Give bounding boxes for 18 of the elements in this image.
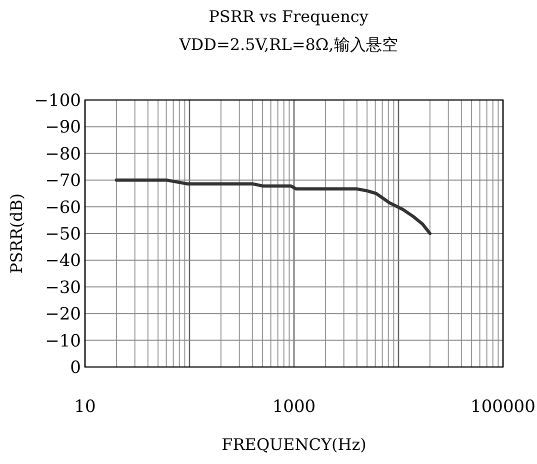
- y-tick-label: −50: [45, 224, 81, 244]
- x-tick-label: 10: [74, 397, 96, 417]
- y-tick-label: −90: [45, 118, 81, 138]
- y-tick-label: −30: [45, 278, 81, 298]
- x-tick-label: 1000: [272, 397, 316, 417]
- y-tick-label: −10: [45, 331, 81, 352]
- x-tick-label: 100000: [470, 397, 536, 417]
- chart-title: PSRR vs Frequency: [208, 7, 368, 26]
- x-axis-title: FREQUENCY(Hz): [222, 435, 366, 454]
- y-tick-label: −60: [45, 198, 81, 218]
- y-axis-title: PSRR(dB): [7, 193, 26, 274]
- y-tick-label: −100: [34, 91, 81, 111]
- y-tick-label: −70: [45, 171, 81, 192]
- y-tick-label: −20: [45, 304, 81, 325]
- y-tick-label: 0: [70, 358, 81, 378]
- y-tick-label: −40: [45, 251, 81, 272]
- chart-subtitle: VDD=2.5V,RL=8Ω,输入悬空: [178, 35, 398, 54]
- y-tick-label: −80: [45, 144, 81, 164]
